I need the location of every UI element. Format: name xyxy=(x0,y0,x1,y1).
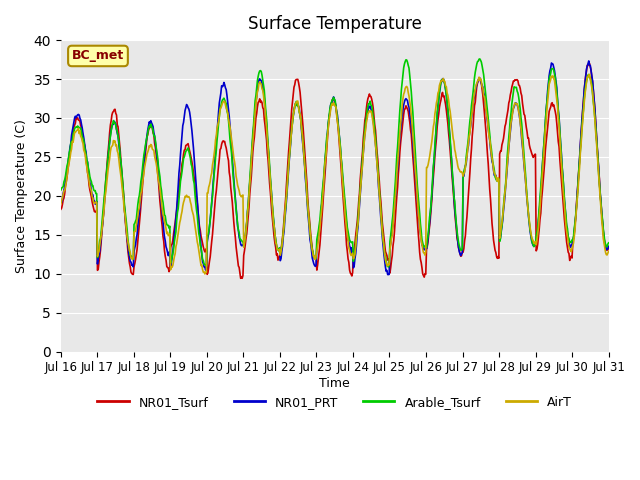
AirT xyxy=(586,72,593,77)
AirT xyxy=(57,201,65,206)
NR01_Tsurf xyxy=(67,146,75,152)
Arable_Tsurf xyxy=(179,162,187,168)
AirT xyxy=(402,84,410,90)
X-axis label: Time: Time xyxy=(319,377,350,390)
Legend: NR01_Tsurf, NR01_PRT, Arable_Tsurf, AirT: NR01_Tsurf, NR01_PRT, Arable_Tsurf, AirT xyxy=(93,391,577,414)
Arable_Tsurf xyxy=(418,237,426,242)
NR01_Tsurf xyxy=(402,103,410,108)
NR01_PRT xyxy=(605,243,612,249)
Line: NR01_Tsurf: NR01_Tsurf xyxy=(61,63,609,278)
NR01_Tsurf xyxy=(179,158,187,164)
NR01_PRT xyxy=(385,272,392,277)
NR01_PRT xyxy=(208,201,216,206)
AirT xyxy=(124,235,131,240)
Arable_Tsurf xyxy=(385,264,392,270)
NR01_PRT xyxy=(124,236,131,242)
AirT xyxy=(201,271,209,277)
NR01_Tsurf xyxy=(418,264,426,270)
Arable_Tsurf xyxy=(402,57,410,63)
AirT xyxy=(67,149,75,155)
NR01_PRT xyxy=(57,199,65,204)
NR01_Tsurf xyxy=(237,276,244,281)
Arable_Tsurf xyxy=(605,240,612,246)
Line: NR01_PRT: NR01_PRT xyxy=(61,61,609,275)
NR01_PRT xyxy=(585,58,593,64)
NR01_PRT xyxy=(179,123,187,129)
NR01_Tsurf xyxy=(605,244,612,250)
Arable_Tsurf xyxy=(67,140,75,146)
AirT xyxy=(418,241,426,247)
Y-axis label: Surface Temperature (C): Surface Temperature (C) xyxy=(15,119,28,273)
Arable_Tsurf xyxy=(476,56,484,62)
Title: Surface Temperature: Surface Temperature xyxy=(248,15,422,33)
NR01_Tsurf xyxy=(57,206,65,212)
AirT xyxy=(179,203,187,209)
Arable_Tsurf xyxy=(124,228,131,233)
NR01_PRT xyxy=(418,242,426,248)
AirT xyxy=(209,162,216,168)
NR01_Tsurf xyxy=(585,60,593,66)
NR01_Tsurf xyxy=(124,240,131,245)
Text: BC_met: BC_met xyxy=(72,49,124,62)
NR01_PRT xyxy=(67,141,75,146)
Arable_Tsurf xyxy=(208,199,216,205)
NR01_PRT xyxy=(402,96,410,102)
Line: Arable_Tsurf: Arable_Tsurf xyxy=(61,59,609,267)
AirT xyxy=(605,249,612,254)
Line: AirT: AirT xyxy=(61,74,609,274)
Arable_Tsurf xyxy=(57,187,65,193)
NR01_Tsurf xyxy=(208,239,216,244)
